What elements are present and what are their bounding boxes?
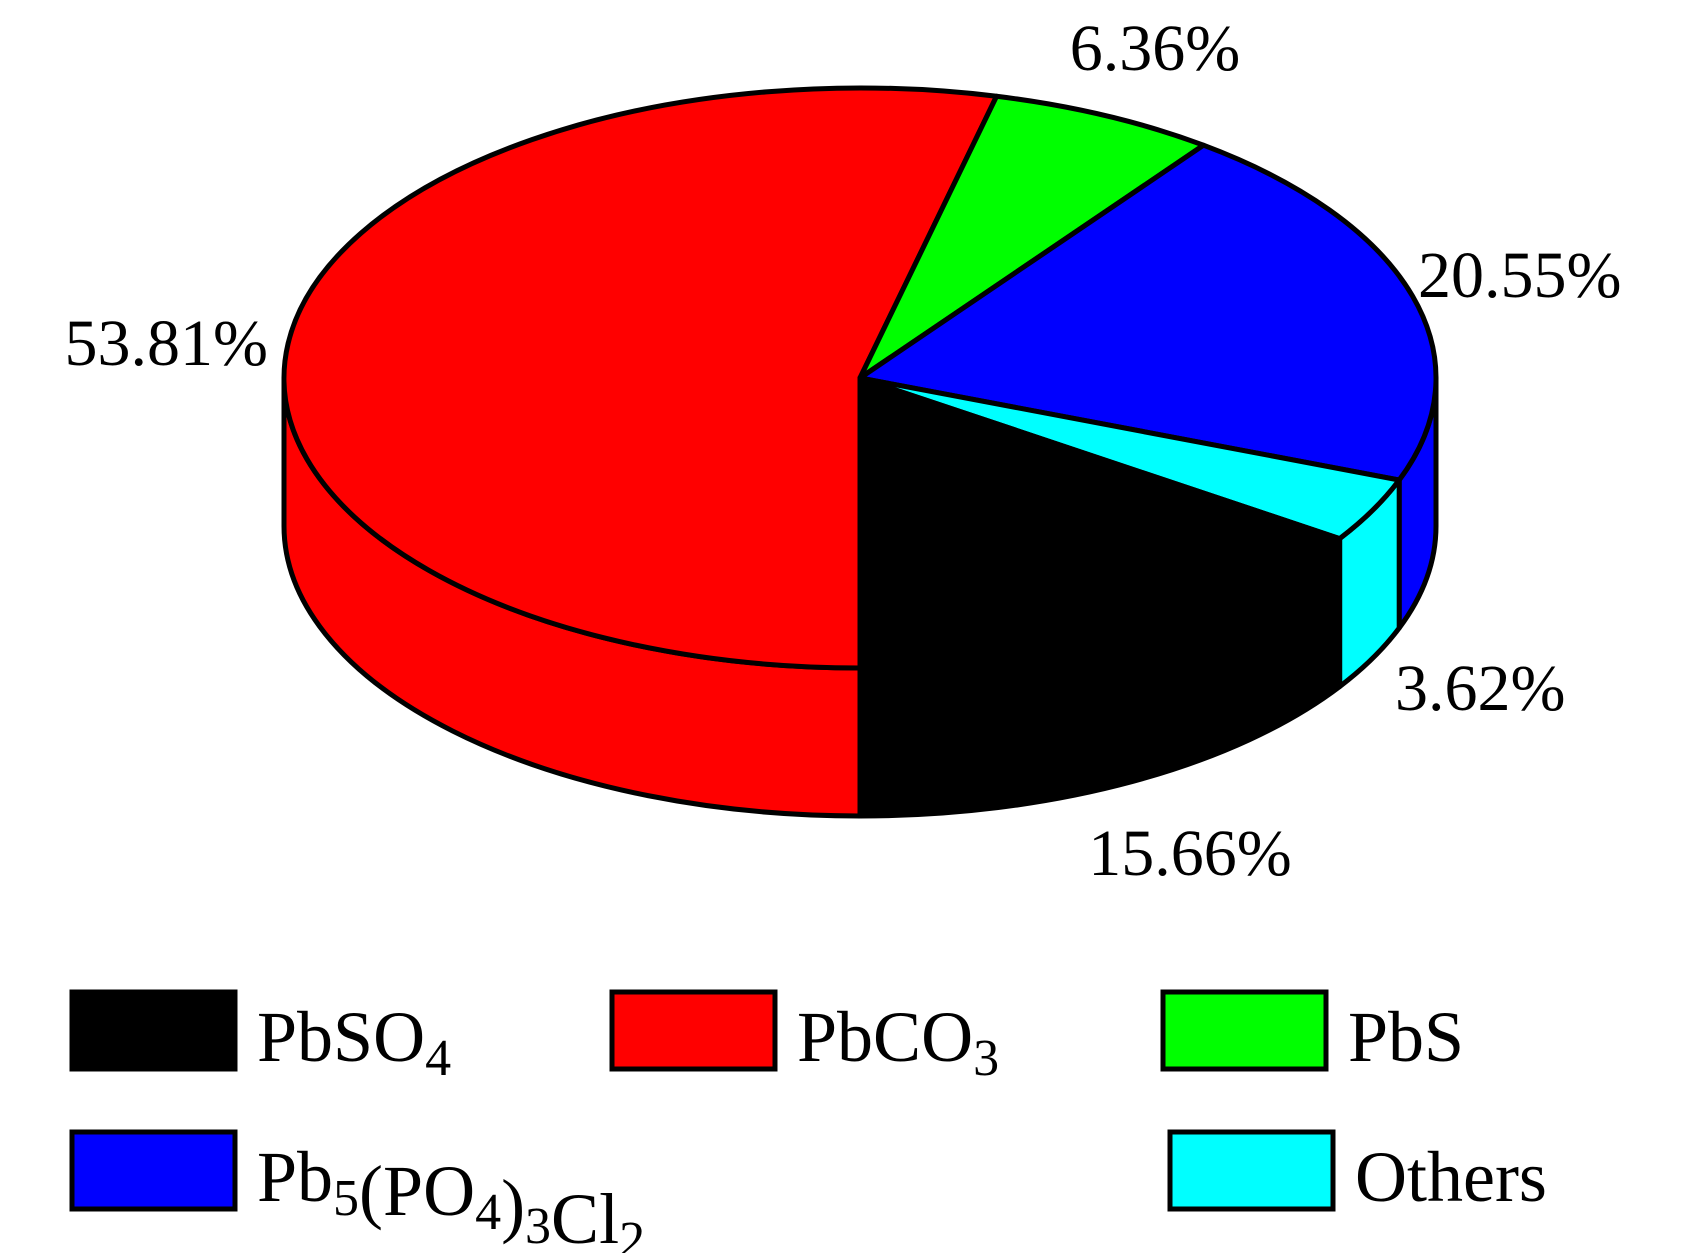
value-label-pbso4: 15.66% xyxy=(1088,817,1291,890)
value-label-pb5-po4-3cl2: 20.55% xyxy=(1418,239,1621,312)
legend-swatch-pbso4 xyxy=(69,989,238,1072)
legend-swatch-others xyxy=(1167,1129,1336,1212)
legend-item-others: Others xyxy=(1167,1129,1547,1217)
pie-side-walls xyxy=(281,375,1439,819)
legend-label-pbs: PbS xyxy=(1348,997,1464,1077)
pie-slice-pb5-po4-3cl2 xyxy=(857,142,1439,483)
legend-item-pbso4: PbSO4 xyxy=(69,989,451,1087)
legend-item-pb5-po4-3cl2: Pb5(PO4)3Cl2 xyxy=(69,1129,645,1253)
percentage-labels: 53.81% 6.36% 20.55% 3.62% 15.66% xyxy=(65,12,1622,890)
value-label-pbco3: 53.81% xyxy=(65,307,268,380)
legend-swatch-pb5-po4-3cl2 xyxy=(69,1129,238,1212)
legend-item-pbco3: PbCO3 xyxy=(609,989,999,1087)
legend-label-pbco3: PbCO3 xyxy=(797,997,999,1087)
legend-label-pb5-po4-3cl2: Pb5(PO4)3Cl2 xyxy=(257,1137,645,1253)
pie-slice-pbs xyxy=(857,93,1207,381)
legend-swatch-pbs xyxy=(1160,989,1329,1072)
pie-slice-pbco3 xyxy=(281,85,1000,671)
pie-slice-pbso4 xyxy=(857,375,1343,671)
value-label-pbs: 6.36% xyxy=(1070,12,1240,85)
legend: PbSO4 PbCO3 PbS Pb5(PO4)3Cl2 Others xyxy=(69,989,1547,1253)
legend-label-pbso4: PbSO4 xyxy=(257,997,451,1087)
legend-swatch-pbco3 xyxy=(609,989,778,1072)
legend-item-pbs: PbS xyxy=(1160,989,1464,1077)
value-label-others: 3.62% xyxy=(1395,652,1565,725)
legend-label-others: Others xyxy=(1355,1137,1547,1217)
pie-top-face xyxy=(281,85,1439,671)
